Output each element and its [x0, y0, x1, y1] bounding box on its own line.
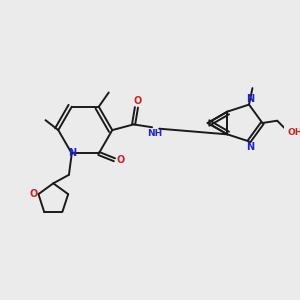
Text: O: O: [116, 155, 125, 165]
Text: N: N: [68, 148, 76, 158]
Text: N: N: [246, 142, 254, 152]
Text: O: O: [29, 189, 38, 199]
Text: O: O: [134, 96, 142, 106]
Text: N: N: [246, 94, 254, 104]
Text: OH: OH: [287, 128, 300, 137]
Text: NH: NH: [147, 129, 162, 138]
